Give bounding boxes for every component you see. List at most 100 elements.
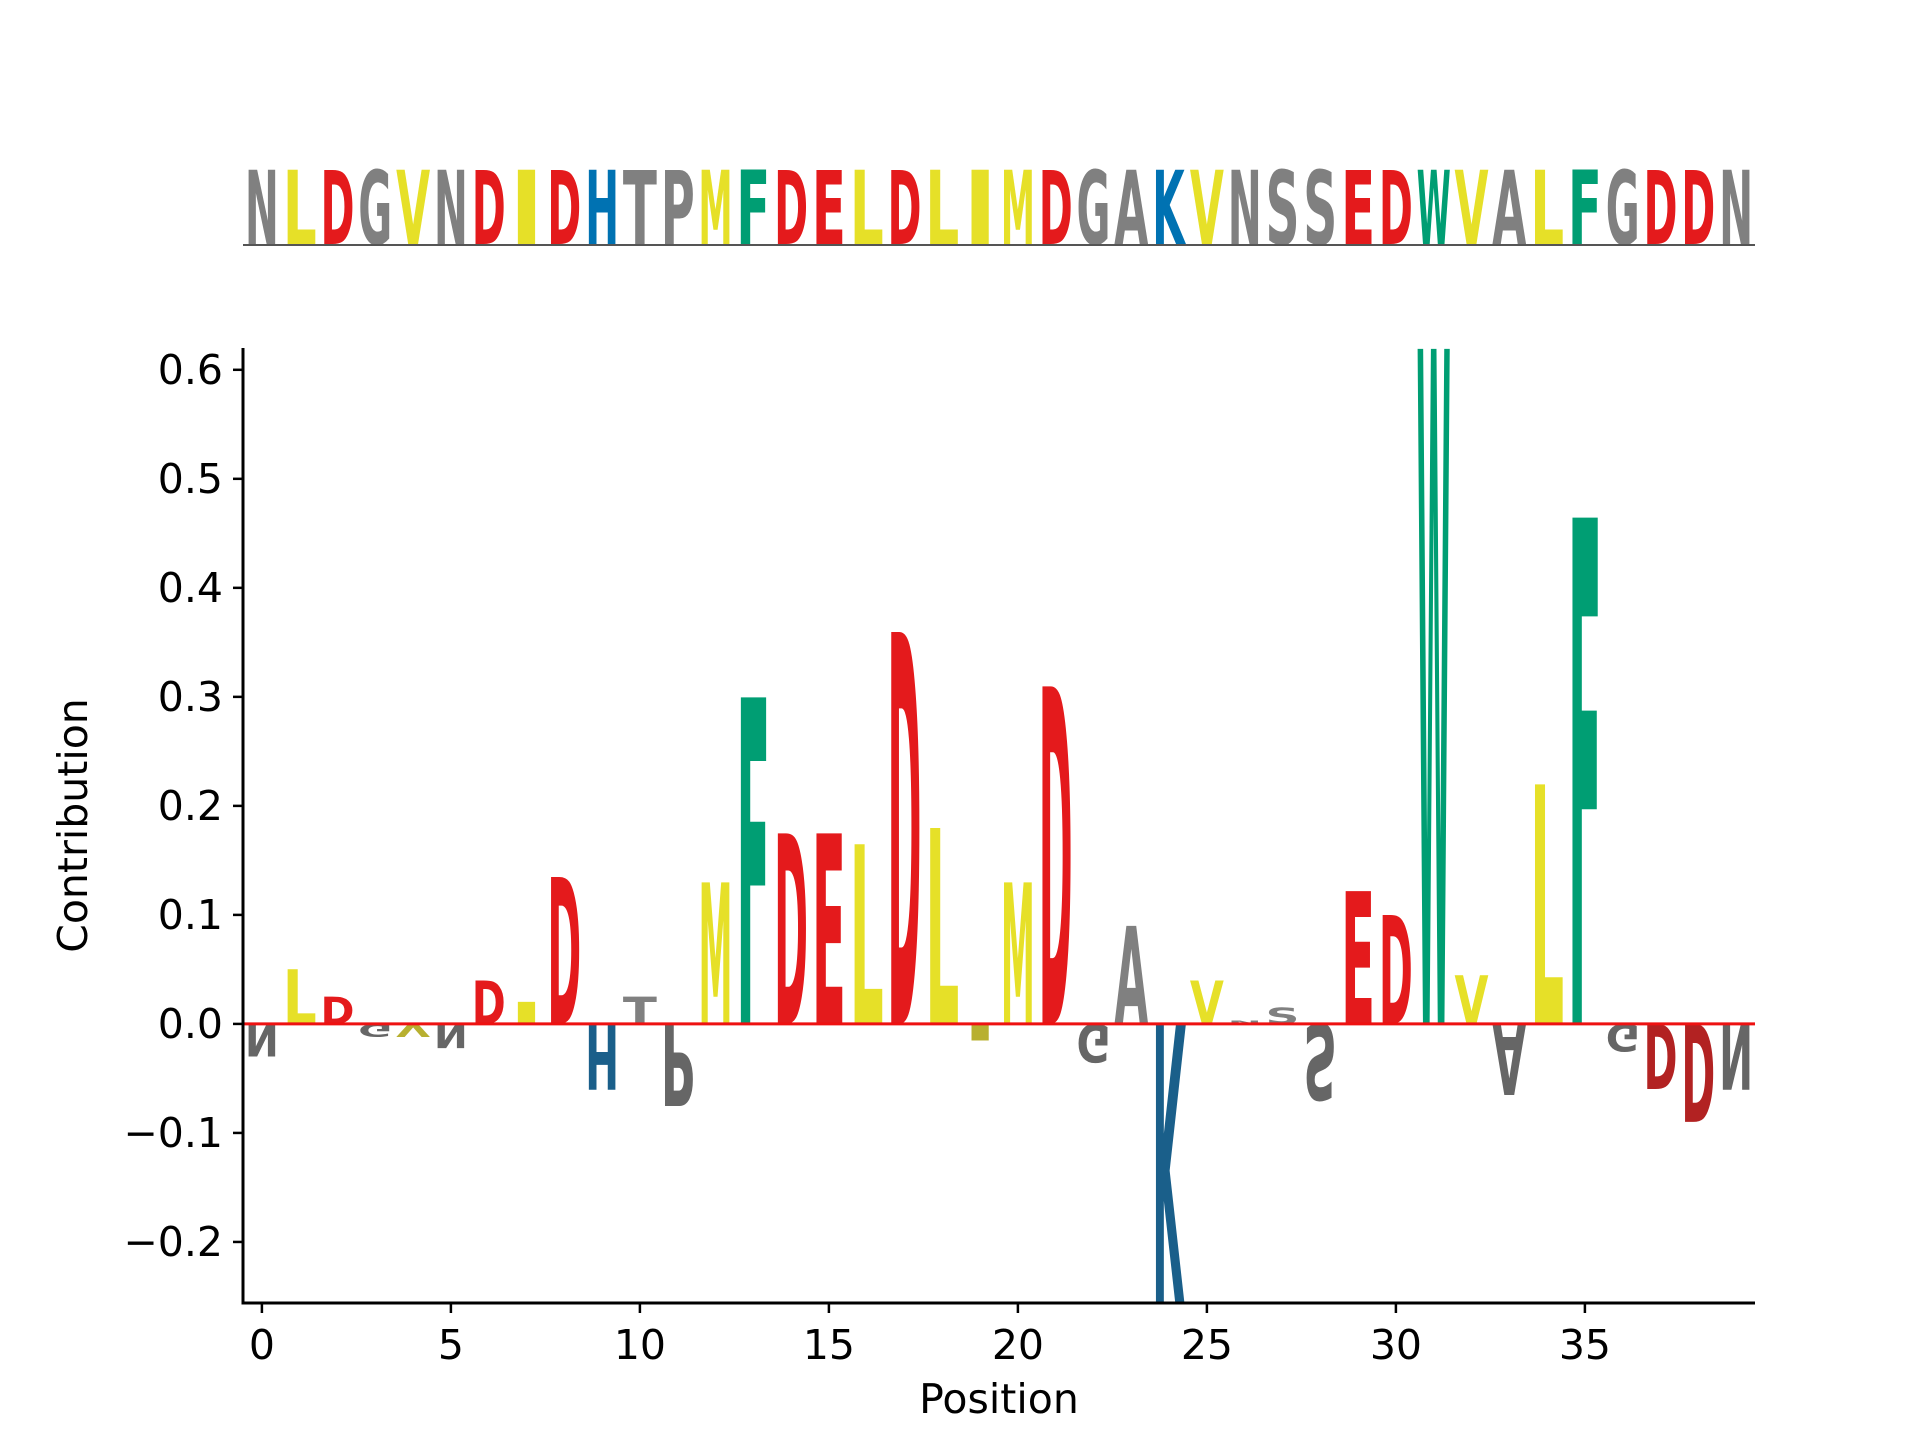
ref-letter-11: P [661,150,695,268]
ref-letter-8-glyph: D [547,151,581,269]
ref-letter-8: D [547,151,581,269]
letter-pos-6: D [472,969,506,1039]
y-tick-label: −0.2 [123,1218,223,1266]
y-tick-label: 0.4 [158,564,223,612]
letter-pos-32-glyph: V [1454,962,1488,1040]
letter-pos-28: S [1303,998,1337,1119]
letter-pos-12: M [698,844,732,1070]
ref-letter-19-glyph: I [963,149,997,268]
letter-pos-29-glyph: E [1341,856,1375,1067]
letter-pos-35-glyph: F [1568,381,1602,1189]
ref-letter-35-glyph: F [1568,150,1602,268]
letter-pos-37-glyph: D [1643,1002,1677,1106]
ref-letter-33-glyph: A [1492,151,1526,269]
ref-letter-13: F [736,150,770,268]
ref-letter-31: W [1417,149,1451,268]
letter-pos-28-glyph: S [1303,998,1337,1119]
ref-letter-19: I [963,149,997,268]
ref-letter-9: H [585,151,619,269]
letter-pos-0-glyph: N [245,1012,279,1064]
y-tick-label: 0.1 [158,891,223,939]
letter-pos-27: S [1265,1003,1299,1029]
letter-pos-23: A [1114,899,1148,1056]
letter-pos-7: I [509,997,543,1032]
ref-letter-3-glyph: G [358,151,392,269]
ref-letter-24-glyph: K [1152,151,1186,269]
ref-letter-36: G [1606,151,1640,269]
letter-pos-1-glyph: L [283,956,317,1042]
ref-letter-6-glyph: D [472,151,506,269]
ref-letter-2: D [320,151,354,269]
letter-pos-6-glyph: D [472,969,506,1039]
ref-letter-29-glyph: E [1341,150,1375,268]
ref-letter-35: F [1568,150,1602,268]
letter-pos-8: D [547,838,581,1072]
letter-pos-14: D [774,782,808,1087]
y-tick-label: −0.1 [123,1109,223,1157]
x-axis-title: Position [919,1375,1079,1423]
letter-pos-24: K [1152,933,1186,1377]
ref-letter-5: N [434,151,468,269]
letter-pos-27-glyph: S [1265,1003,1299,1029]
ref-letter-14-glyph: D [774,151,808,269]
ref-letter-38: D [1681,151,1715,269]
letter-pos-5-glyph: N [434,1016,468,1054]
letter-pos-12-glyph: M [698,844,732,1070]
letter-pos-1: L [283,956,317,1042]
ref-letter-17: D [887,151,921,269]
ref-letter-2-glyph: D [320,151,354,269]
letter-pos-39-glyph: N [1719,1002,1753,1106]
y-tick-label: 0.6 [158,346,223,394]
ref-letter-33: A [1492,151,1526,269]
letter-pos-2: D [320,991,354,1034]
letter-pos-16-glyph: L [850,797,884,1083]
letter-pos-20: M [1001,844,1035,1070]
letter-pos-18-glyph: L [925,774,959,1087]
letter-pos-33-glyph: A [1492,1001,1526,1114]
ref-letter-25-glyph: V [1190,151,1224,269]
letter-pos-15-glyph: E [812,782,846,1086]
ref-letter-18-glyph: L [925,151,959,269]
x-tick-label: 10 [614,1321,666,1369]
letter-pos-36: G [1606,1014,1640,1058]
letter-pos-35: F [1568,381,1602,1189]
ref-letter-13-glyph: F [736,150,770,268]
letter-pos-25-glyph: V [1190,969,1224,1038]
letter-pos-16: L [850,797,884,1083]
ref-letter-31-glyph: W [1417,149,1451,268]
ref-letter-1: L [283,151,317,269]
ref-letter-28: S [1303,150,1337,268]
ref-letter-30: D [1379,151,1413,269]
ref-letter-10-glyph: T [623,150,657,268]
ref-letter-0-glyph: N [245,151,279,269]
letter-pos-18: L [925,774,959,1087]
letter-pos-39: N [1719,1002,1753,1106]
ref-letter-27: S [1265,150,1299,268]
ref-letter-23: A [1114,151,1148,269]
ref-letter-21-glyph: D [1039,151,1073,269]
ref-letter-4: V [396,151,430,269]
ref-letter-26: N [1228,151,1262,269]
ref-letter-22-glyph: G [1076,151,1110,269]
ref-letter-39: N [1719,151,1753,269]
ref-letter-23-glyph: A [1114,151,1148,269]
ref-letter-37: D [1643,151,1677,269]
ref-letter-34-glyph: L [1530,151,1564,269]
letter-pos-26-glyph: N [1228,1020,1262,1025]
letter-pos-17-glyph: D [887,525,921,1151]
letter-pos-38-glyph: D [1681,991,1715,1147]
x-tick-label: 0 [249,1321,275,1369]
letter-pos-14-glyph: D [774,782,808,1087]
letter-pos-21: D [1039,594,1073,1134]
ref-letter-16-glyph: L [850,151,884,269]
ref-letter-6: D [472,151,506,269]
ref-letter-30-glyph: D [1379,151,1413,269]
ref-letter-32-glyph: V [1454,151,1488,269]
letter-pos-10: T [623,990,657,1033]
letter-pos-30-glyph: D [1379,885,1413,1060]
letter-pos-34: L [1530,720,1564,1102]
letter-pos-9: H [585,1002,619,1106]
x-tick-label: 30 [1370,1321,1422,1369]
